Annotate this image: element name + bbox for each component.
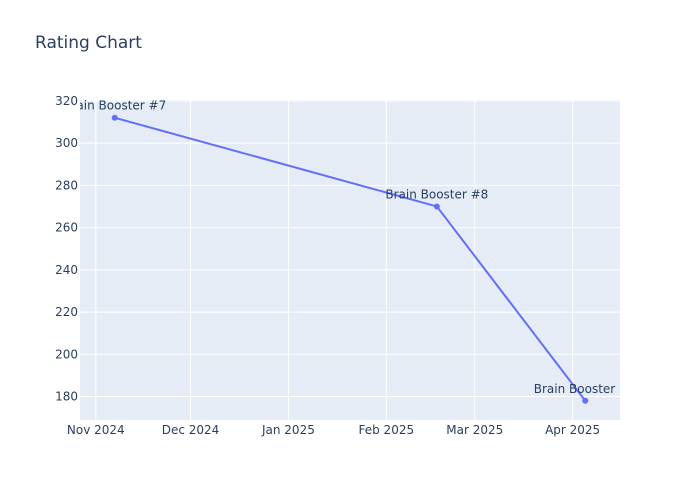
y-tick-label: 260 bbox=[55, 221, 78, 235]
y-axis-ticks: 180 200 220 240 260 280 300 320 bbox=[55, 94, 78, 404]
data-label: Brain Booster #7 bbox=[63, 99, 166, 113]
series-layer: Brain Booster #7 Brain Booster #8 Brain Bo… bbox=[63, 99, 637, 404]
y-tick-label: 180 bbox=[55, 390, 78, 404]
x-gridlines bbox=[95, 100, 574, 420]
data-label: Brain Booster #9 bbox=[534, 382, 637, 396]
x-tick-label: Feb 2025 bbox=[359, 423, 415, 437]
chart-title: Rating Chart bbox=[35, 33, 142, 53]
x-axis-ticks: Nov 2024 Dec 2024 Jan 2025 Feb 2025 Mar 2025… bbox=[67, 423, 600, 437]
series-clip-group: Brain Booster #7 Brain Booster #8 Brain Bo… bbox=[63, 99, 637, 404]
x-tick-label: Nov 2024 bbox=[67, 423, 125, 437]
y-tick-label: 300 bbox=[55, 136, 78, 150]
y-tick-label: 240 bbox=[55, 263, 78, 277]
x-tick-label: Apr 2025 bbox=[545, 423, 600, 437]
y-tick-label: 320 bbox=[55, 94, 78, 108]
x-tick-label: Jan 2025 bbox=[261, 423, 315, 437]
x-tick-label: Mar 2025 bbox=[446, 423, 503, 437]
plot-background bbox=[80, 100, 620, 420]
data-point bbox=[582, 397, 589, 404]
data-label: Brain Booster #8 bbox=[385, 187, 488, 201]
data-point bbox=[433, 203, 440, 210]
y-tick-label: 220 bbox=[55, 305, 78, 319]
y-gridlines bbox=[80, 100, 620, 398]
data-point bbox=[111, 114, 118, 121]
y-tick-label: 200 bbox=[55, 347, 78, 361]
x-tick-label: Dec 2024 bbox=[162, 423, 220, 437]
y-tick-label: 280 bbox=[55, 178, 78, 192]
